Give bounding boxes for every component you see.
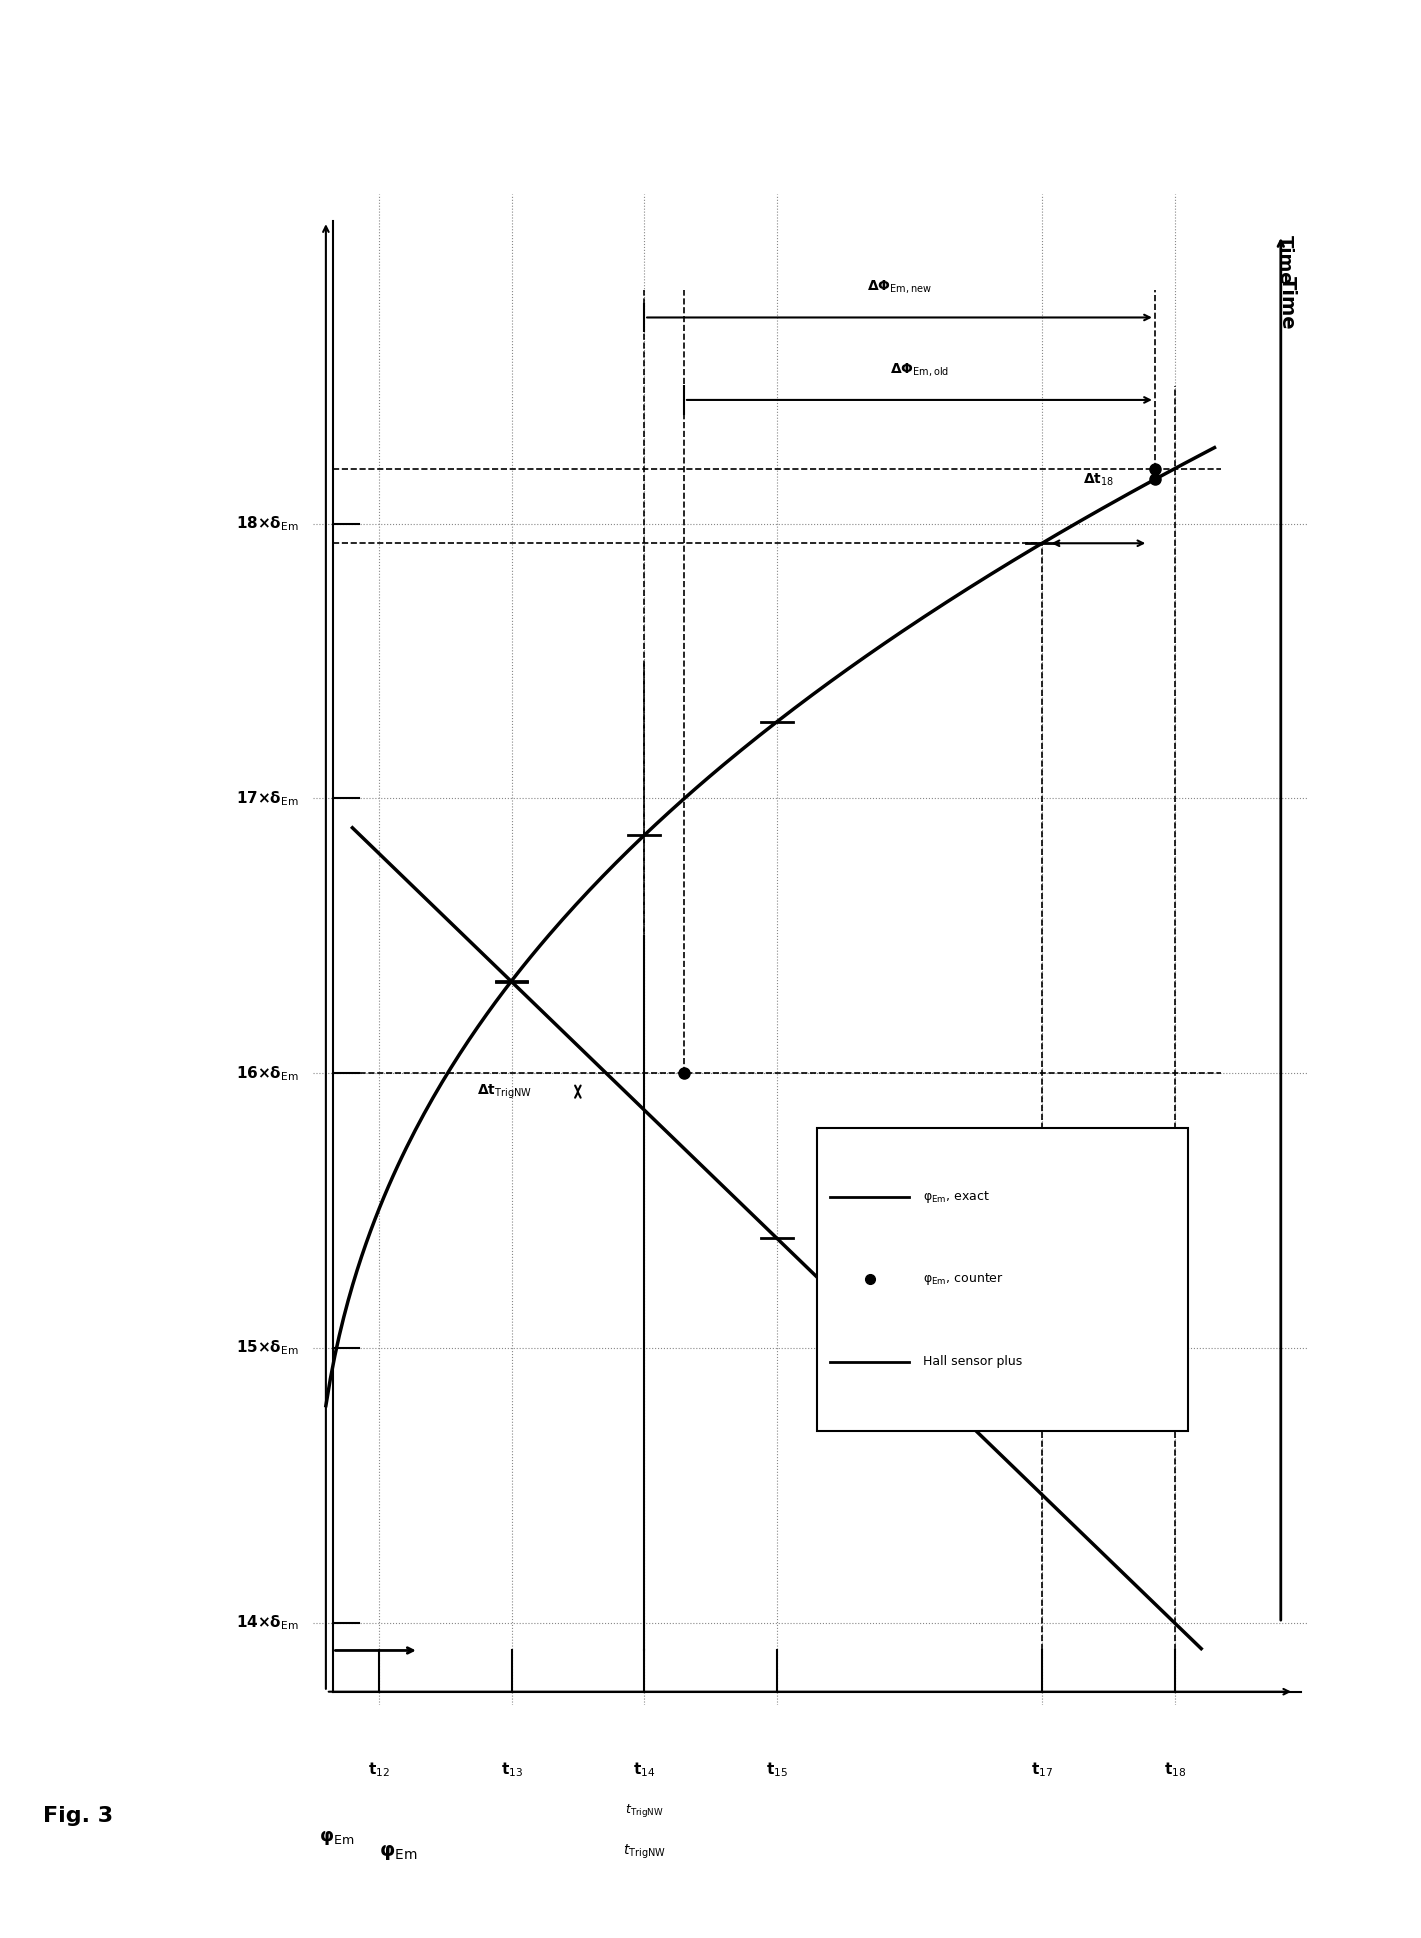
Text: Δt$_{\rm TrigNW}$: Δt$_{\rm TrigNW}$ bbox=[476, 1083, 531, 1101]
Bar bbox=[817, 1128, 1188, 1430]
Text: 15×δ$_{\rm Em}$: 15×δ$_{\rm Em}$ bbox=[236, 1339, 300, 1357]
Text: Time: Time bbox=[1276, 234, 1295, 285]
Text: ΔΦ$_{\rm Em,new}$: ΔΦ$_{\rm Em,new}$ bbox=[867, 279, 932, 295]
Text: 17×δ$_{\rm Em}$: 17×δ$_{\rm Em}$ bbox=[236, 789, 300, 808]
Text: t$_{\rm 17}$: t$_{\rm 17}$ bbox=[1032, 1760, 1053, 1779]
Text: φ$_{\rm Em}$: φ$_{\rm Em}$ bbox=[379, 1843, 418, 1862]
Text: Time: Time bbox=[1277, 277, 1297, 329]
Text: t$_{\rm 18}$: t$_{\rm 18}$ bbox=[1164, 1760, 1185, 1779]
Text: Hall sensor plus: Hall sensor plus bbox=[922, 1355, 1022, 1368]
Text: φ$_{\rm Em}$, counter: φ$_{\rm Em}$, counter bbox=[922, 1271, 1003, 1287]
Text: t$_{\rm 12}$: t$_{\rm 12}$ bbox=[368, 1760, 389, 1779]
Text: t$_{\rm 14}$: t$_{\rm 14}$ bbox=[632, 1760, 655, 1779]
Text: 18×δ$_{\rm Em}$: 18×δ$_{\rm Em}$ bbox=[236, 514, 300, 533]
Text: Fig. 3: Fig. 3 bbox=[43, 1806, 112, 1826]
Text: φ$_{\rm Em}$, exact: φ$_{\rm Em}$, exact bbox=[922, 1190, 989, 1205]
Text: ΔΦ$_{\rm Em,old}$: ΔΦ$_{\rm Em,old}$ bbox=[890, 360, 949, 378]
Text: Δt$_{18}$: Δt$_{18}$ bbox=[1083, 471, 1114, 488]
Text: t$_{\rm TrigNW}$: t$_{\rm TrigNW}$ bbox=[622, 1843, 665, 1860]
Text: 14×δ$_{\rm Em}$: 14×δ$_{\rm Em}$ bbox=[236, 1614, 300, 1632]
Text: t$_{\rm 13}$: t$_{\rm 13}$ bbox=[500, 1760, 523, 1779]
Text: t$_{\rm TrigNW}$: t$_{\rm TrigNW}$ bbox=[625, 1802, 664, 1818]
Text: φ$_{\rm Em}$: φ$_{\rm Em}$ bbox=[320, 1829, 355, 1847]
Text: t$_{\rm 15}$: t$_{\rm 15}$ bbox=[766, 1760, 787, 1779]
Text: 16×δ$_{\rm Em}$: 16×δ$_{\rm Em}$ bbox=[236, 1064, 300, 1083]
